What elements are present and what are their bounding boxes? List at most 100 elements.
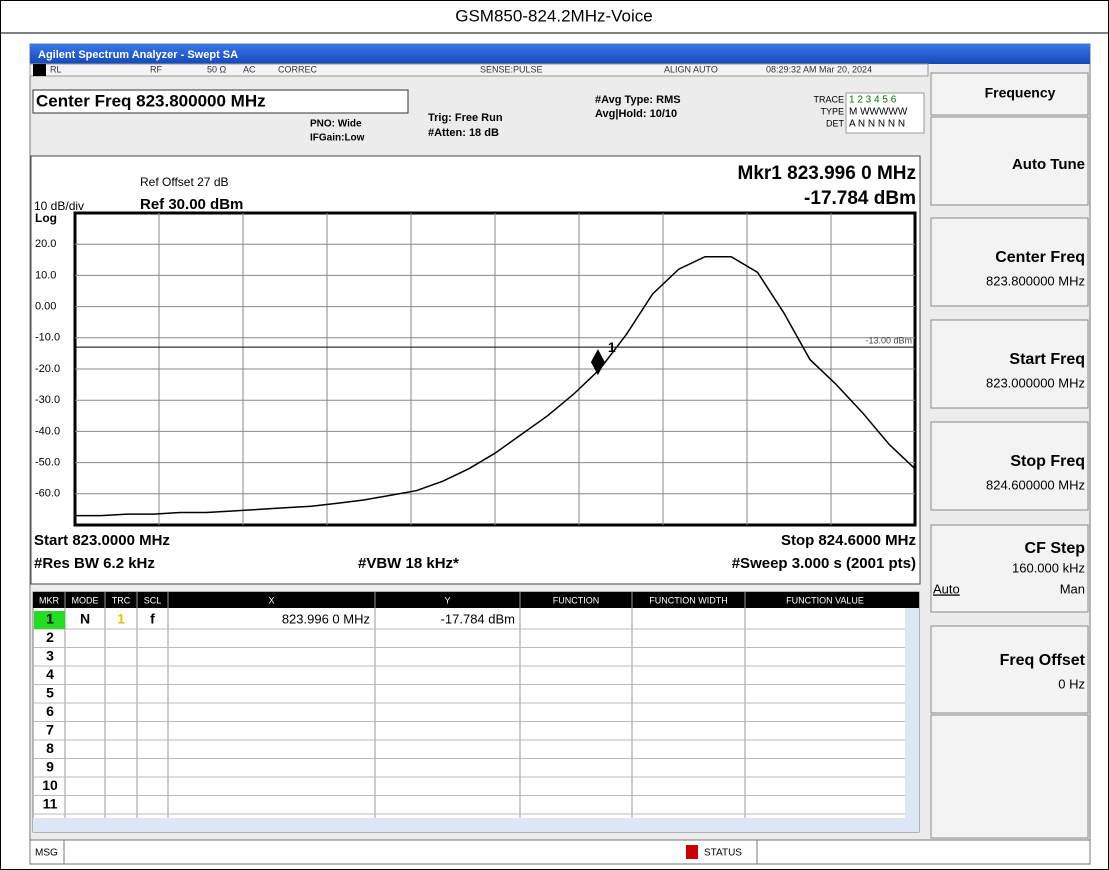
- softkey-value: 823.800000 MHz: [986, 273, 1085, 288]
- msg-label: MSG: [35, 848, 58, 859]
- softkey[interactable]: [930, 524, 1089, 613]
- marker-table: [32, 591, 920, 833]
- y-tick-label: -20.0: [35, 363, 60, 375]
- table-cell: 6: [46, 703, 54, 719]
- start-freq: Start 823.0000 MHz: [34, 532, 170, 549]
- y-tick-label: 0.00: [35, 301, 56, 313]
- trace-label: TYPE: [820, 106, 844, 116]
- trace-box: [845, 92, 925, 134]
- softkey-label: Auto Tune: [1012, 156, 1085, 173]
- softkey-value: 823.000000 MHz: [986, 375, 1085, 390]
- table-cell: f: [150, 611, 155, 627]
- table-cell: 10: [42, 777, 58, 793]
- pno: PNO: Wide: [310, 119, 362, 130]
- softkey[interactable]: [930, 625, 1089, 714]
- softkey-value: 160.000 kHz: [1012, 560, 1085, 575]
- ifgain: IFGain:Low: [310, 133, 365, 144]
- column-header: MKR: [39, 595, 60, 605]
- status-bar: [29, 63, 929, 77]
- column-header: X: [268, 595, 274, 605]
- softkey-value: 0 Hz: [1058, 676, 1085, 691]
- table-cell: 3: [46, 648, 54, 664]
- column-header: MODE: [72, 595, 99, 605]
- y-tick-label: 20.0: [35, 238, 56, 250]
- status-item: RL: [50, 64, 62, 74]
- trace-label: DET: [826, 118, 845, 128]
- table-cell: 823.996 0 MHz: [282, 611, 370, 626]
- trig: Trig: Free Run: [428, 112, 503, 124]
- column-header: Y: [444, 595, 450, 605]
- column-header: FUNCTION VALUE: [786, 595, 864, 605]
- scale-type: Log: [35, 211, 57, 225]
- table-cell: N: [80, 611, 90, 627]
- table-cell: 1: [46, 611, 54, 627]
- softkey-option: Man: [1060, 581, 1085, 596]
- softkey-label: Start Freq: [1009, 351, 1085, 368]
- stop-freq: Stop 824.6000 MHz: [781, 532, 916, 549]
- table-cell: 2: [46, 629, 54, 645]
- table-cell: 8: [46, 740, 54, 756]
- column-header: FUNCTION: [553, 595, 600, 605]
- softkey[interactable]: [930, 319, 1089, 409]
- softkey[interactable]: [930, 116, 1089, 206]
- center-freq-box: [32, 89, 409, 114]
- trace-value: A N N N N N: [849, 119, 905, 130]
- softkey-option: Auto: [933, 581, 960, 596]
- column-header: SCL: [144, 595, 162, 605]
- column-header: FUNCTION WIDTH: [649, 595, 728, 605]
- y-tick-label: -50.0: [35, 457, 60, 469]
- lxi-logo: [33, 64, 46, 76]
- trace-label: TRACE: [813, 94, 844, 104]
- y-tick-label: 10.0: [35, 269, 56, 281]
- active-marker-cell: [34, 611, 65, 629]
- status-item: CORREC: [278, 64, 318, 74]
- softkey[interactable]: [930, 421, 1089, 511]
- status-item: 08:29:32 AM Mar 20, 2024: [766, 64, 872, 74]
- trace-value: 1 2 3 4 5 6: [849, 95, 897, 106]
- status-icon[interactable]: [686, 845, 698, 859]
- table-cell: 11: [43, 796, 58, 812]
- marker: [590, 349, 605, 376]
- softkey-label: CF Step: [1025, 540, 1086, 557]
- y-tick-label: -60.0: [35, 488, 60, 500]
- avg-type: #Avg Type: RMS: [595, 94, 681, 106]
- message-bar: [29, 839, 1091, 865]
- table-cell: 5: [46, 685, 54, 701]
- softkey[interactable]: [930, 714, 1089, 839]
- h-scrollbar[interactable]: [33, 818, 919, 832]
- y-tick-label: -30.0: [35, 394, 60, 406]
- status-item: 50 Ω: [207, 64, 227, 74]
- status-item: SENSE:PULSE: [480, 64, 543, 74]
- softkey-label: Stop Freq: [1010, 453, 1085, 470]
- table-cell: 4: [46, 666, 54, 682]
- y-tick-label: -10.0: [35, 332, 60, 344]
- softkey[interactable]: [930, 72, 1089, 116]
- softkey-label: Center Freq: [995, 249, 1085, 266]
- center-freq: Center Freq 823.800000 MHz: [36, 91, 266, 110]
- softkey-menu: Frequency: [985, 85, 1056, 101]
- atten: #Atten: 18 dB: [428, 127, 499, 139]
- rbw: #Res BW 6.2 kHz: [34, 555, 155, 572]
- trace-value: M WWWWW: [849, 107, 908, 118]
- column-header: TRC: [112, 595, 131, 605]
- trace: [75, 255, 916, 517]
- table-header: [33, 592, 919, 608]
- page-title: GSM850-824.2MHz-Voice: [455, 6, 652, 25]
- status-item: RF: [150, 64, 162, 74]
- softkey[interactable]: [930, 217, 1089, 307]
- status-item: ALIGN AUTO: [664, 64, 718, 74]
- status-item: AC: [243, 64, 256, 74]
- threshold-label: -13.00 dBm: [865, 336, 912, 346]
- table-cell: 7: [46, 722, 54, 738]
- status-label: STATUS: [704, 848, 742, 859]
- y-tick-label: -40.0: [35, 425, 60, 437]
- table-cell: 1: [117, 611, 125, 627]
- avg-hold: Avg|Hold: 10/10: [595, 108, 677, 120]
- scale: 10 dB/div: [34, 199, 84, 213]
- table-cell: 9: [46, 759, 54, 775]
- softkey-label: Freq Offset: [1000, 652, 1086, 669]
- table-cell: -17.784 dBm: [441, 611, 515, 626]
- ref-level: Ref 30.00 dBm: [140, 196, 243, 213]
- scrollbar[interactable]: [905, 608, 919, 818]
